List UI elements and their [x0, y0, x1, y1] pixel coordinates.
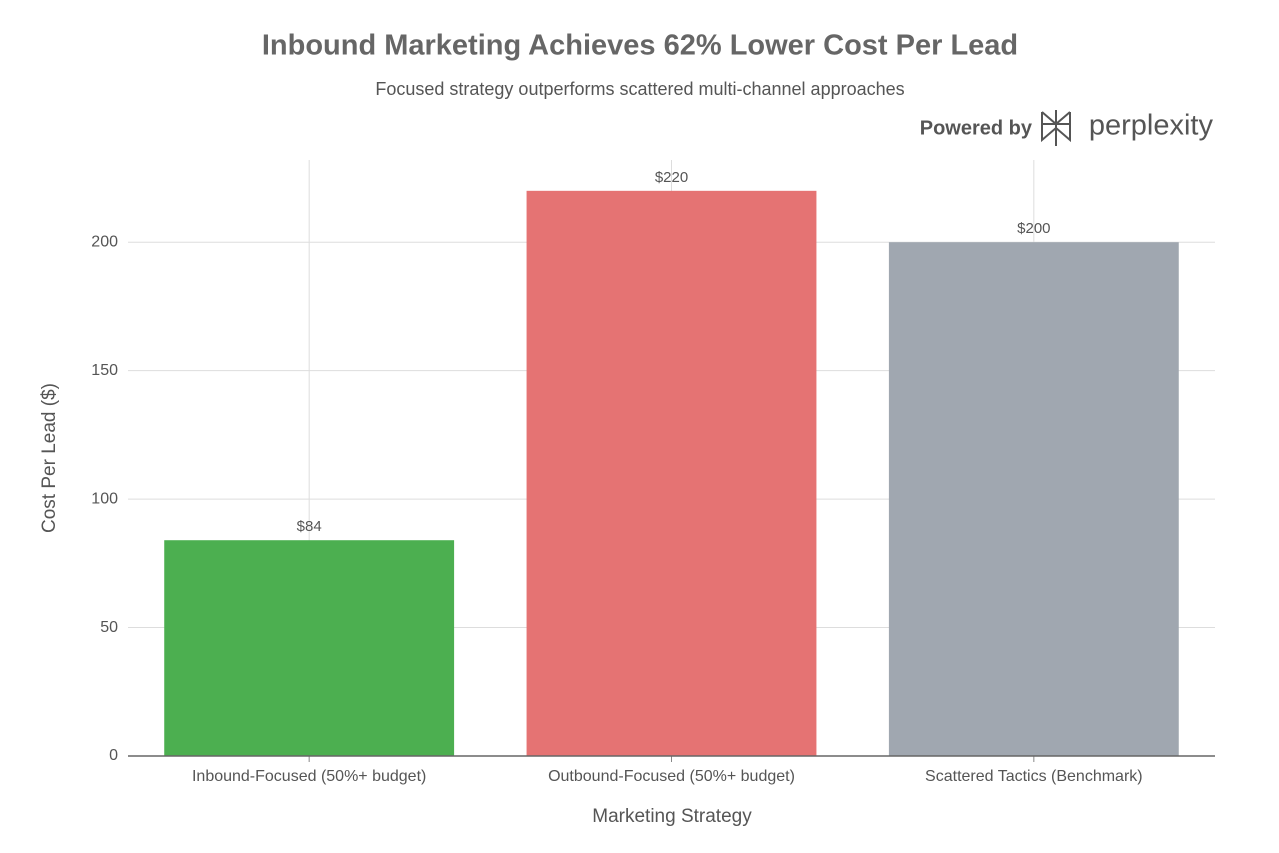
bar [888, 242, 1179, 756]
y-tick-label: 50 [100, 619, 118, 636]
y-axis-title: Cost Per Lead ($) [39, 383, 60, 533]
x-tick-label: Outbound-Focused (50%+ budget) [548, 768, 795, 785]
y-tick-label: 100 [91, 490, 118, 507]
y-tick-label: 0 [109, 747, 118, 764]
watermark-logo [1041, 110, 1071, 146]
value-label: $220 [655, 169, 688, 186]
y-tick-label: 150 [91, 362, 118, 379]
x-axis-title: Marketing Strategy [592, 806, 752, 827]
bar [526, 190, 817, 757]
y-tick-label: 200 [91, 233, 118, 250]
watermark-brand: perplexity [1089, 110, 1214, 142]
value-label: $84 [297, 518, 322, 535]
x-tick-label: Scattered Tactics (Benchmark) [925, 768, 1143, 785]
value-label: $200 [1017, 220, 1050, 237]
chart-title: Inbound Marketing Achieves 62% Lower Cos… [262, 30, 1018, 62]
x-tick-label: Inbound-Focused (50%+ budget) [192, 768, 426, 785]
bar [164, 540, 455, 756]
chart-subtitle: Focused strategy outperforms scattered m… [375, 79, 904, 99]
watermark-prefix: Powered by [920, 117, 1033, 139]
